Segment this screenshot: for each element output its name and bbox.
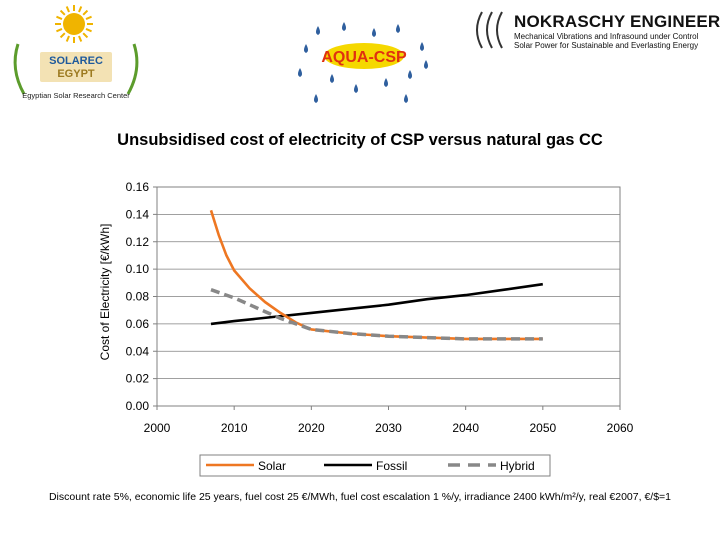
water-drop-icon <box>354 84 358 93</box>
sun-ray <box>82 32 89 39</box>
logo-name: SOLAREC <box>49 55 103 67</box>
y-tick-label: 0.06 <box>126 317 150 331</box>
sun-ray <box>78 6 83 13</box>
solarec-logo: SOLAREC EGYPT Egyptian Solar Research Ce… <box>6 4 146 116</box>
y-tick-label: 0.02 <box>126 372 150 386</box>
sun-icon <box>63 13 85 35</box>
legend-label-fossil: Fossil <box>376 459 407 473</box>
y-tick-label: 0.10 <box>126 262 150 276</box>
chart-title: Unsubsidised cost of electricity of CSP … <box>117 131 603 149</box>
laurel-left <box>13 43 26 95</box>
laurel-right <box>126 43 139 95</box>
legend-label-solar: Solar <box>258 459 286 473</box>
aqua-csp-logo: AQUA-CSP <box>286 14 436 114</box>
water-drop-icon <box>314 94 318 103</box>
legend-box <box>199 454 551 477</box>
arc-icon <box>476 11 503 49</box>
water-drop-icon <box>408 70 412 79</box>
y-tick-label: 0.08 <box>126 290 150 304</box>
water-drop-icon <box>304 44 308 53</box>
water-drop-icon <box>424 60 428 69</box>
logo-panel <box>40 52 112 82</box>
sun-ray <box>59 32 66 39</box>
x-tick-label: 2050 <box>529 421 556 435</box>
logo-tagline: Egyptian Solar Research Center <box>22 91 130 100</box>
water-drop-icon <box>372 28 376 37</box>
series-lines <box>209 209 543 341</box>
y-tick-label: 0.12 <box>126 235 150 249</box>
legend-label-hybrid: Hybrid <box>500 459 535 473</box>
nokraschy-logo: NOKRASCHY ENGINEERING Mechanical Vibrati… <box>468 8 720 52</box>
water-drop-icon <box>342 22 346 31</box>
y-tick-labels: 0.00 0.02 0.04 0.06 0.08 0.10 0.12 0.14 0.16 <box>126 180 150 413</box>
nokraschy-line-1: Mechanical Vibrations and Infrasound und… <box>514 32 699 41</box>
x-tick-label: 2000 <box>144 421 171 435</box>
logo-sub: EGYPT <box>57 68 95 80</box>
y-tick-label: 0.04 <box>126 344 150 358</box>
water-drop-icon <box>316 26 320 35</box>
sun-rays <box>55 5 93 43</box>
sun-ray <box>85 15 92 20</box>
sun-ray <box>56 28 63 33</box>
nokraschy-title: NOKRASCHY ENGINEERING <box>514 12 720 31</box>
sun-ray <box>56 15 63 20</box>
sun-ray <box>59 9 66 16</box>
x-tick-label: 2010 <box>221 421 248 435</box>
sun-ray <box>65 6 70 13</box>
y-tick-label: 0.16 <box>126 180 150 194</box>
series-line-fossil <box>210 282 543 326</box>
water-drop-icon <box>420 42 424 51</box>
x-tick-label: 2060 <box>607 421 634 435</box>
sun-ray <box>65 35 70 42</box>
y-tick-label: 0.14 <box>126 207 150 221</box>
sun-ray <box>82 9 89 16</box>
x-tick-labels: 2000 2010 2020 2030 2040 2050 2060 <box>144 421 634 435</box>
x-tick-label: 2040 <box>452 421 479 435</box>
water-drop-icon <box>404 94 408 103</box>
x-tick-label: 2030 <box>375 421 402 435</box>
footnote: Discount rate 5%, economic life 25 years… <box>48 491 672 503</box>
aqua-text: AQUA-CSP <box>321 49 407 66</box>
sun-ray <box>78 35 83 42</box>
aqua-badge <box>324 43 404 69</box>
y-axis-label: Cost of Electricity [€/kWh] <box>98 224 112 361</box>
nokraschy-line-2: Solar Power for Sustainable and Everlast… <box>514 41 699 50</box>
sun-ray <box>85 28 92 33</box>
water-drop-icon <box>298 68 302 77</box>
water-drop-icon <box>396 24 400 33</box>
water-drops <box>298 22 428 103</box>
y-tick-label: 0.00 <box>126 399 150 413</box>
water-drop-icon <box>330 74 334 83</box>
x-tick-label: 2020 <box>298 421 325 435</box>
legend: Solar Fossil Hybrid <box>206 459 535 473</box>
water-drop-icon <box>384 78 388 87</box>
